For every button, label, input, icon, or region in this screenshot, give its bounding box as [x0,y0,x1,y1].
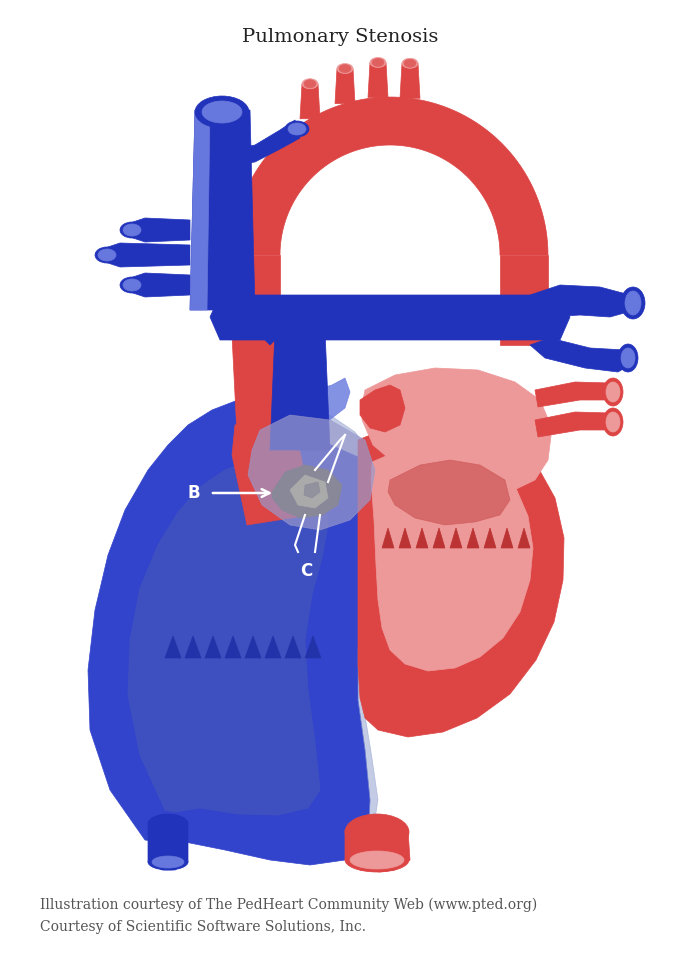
Polygon shape [416,528,428,548]
Ellipse shape [148,854,188,870]
Ellipse shape [606,382,620,402]
Polygon shape [535,382,615,407]
Ellipse shape [302,79,318,89]
Ellipse shape [95,247,119,263]
Ellipse shape [404,60,416,67]
Text: A: A [347,412,360,430]
Polygon shape [304,482,320,498]
Polygon shape [232,97,548,255]
Polygon shape [285,636,301,658]
Polygon shape [305,636,321,658]
Polygon shape [130,273,190,297]
Polygon shape [518,528,530,548]
Polygon shape [501,528,513,548]
Polygon shape [88,398,370,865]
Polygon shape [210,295,570,340]
Text: Pulmonary Stenosis: Pulmonary Stenosis [242,28,438,46]
Polygon shape [305,407,385,858]
Ellipse shape [288,123,306,135]
Polygon shape [272,378,350,442]
Polygon shape [230,120,300,165]
Polygon shape [128,458,328,815]
Polygon shape [232,415,310,525]
Polygon shape [190,110,255,310]
Polygon shape [360,385,405,432]
Polygon shape [500,255,548,345]
Polygon shape [130,218,190,242]
Text: B: B [188,484,200,502]
Ellipse shape [370,58,386,67]
Ellipse shape [98,249,116,261]
Polygon shape [232,255,280,335]
Ellipse shape [618,344,638,372]
Polygon shape [272,465,342,518]
Ellipse shape [345,814,409,850]
Polygon shape [530,338,630,372]
Ellipse shape [372,59,384,66]
Polygon shape [400,64,420,99]
Ellipse shape [148,814,188,834]
Polygon shape [265,636,281,658]
Ellipse shape [304,80,316,88]
Text: C: C [300,562,312,580]
Ellipse shape [402,59,418,68]
Polygon shape [205,636,221,658]
Polygon shape [530,285,635,335]
Ellipse shape [120,277,144,293]
Polygon shape [335,68,355,104]
Ellipse shape [350,851,404,869]
Ellipse shape [285,121,309,137]
Ellipse shape [339,64,351,72]
Polygon shape [433,528,445,548]
Polygon shape [248,415,375,530]
Ellipse shape [123,279,141,291]
Ellipse shape [195,96,249,128]
Polygon shape [245,636,261,658]
Polygon shape [232,335,290,435]
Polygon shape [165,636,181,658]
Polygon shape [220,295,280,345]
Polygon shape [290,475,328,508]
Polygon shape [345,830,410,872]
Ellipse shape [345,848,409,872]
Ellipse shape [621,348,635,368]
Polygon shape [148,822,188,870]
Ellipse shape [603,378,623,406]
Polygon shape [225,636,241,658]
Ellipse shape [337,64,353,73]
Ellipse shape [603,408,623,436]
Ellipse shape [621,287,645,319]
Text: Courtesy of Scientific Software Solutions, Inc.: Courtesy of Scientific Software Solution… [40,920,366,934]
Polygon shape [535,412,615,437]
Ellipse shape [202,101,242,123]
Text: Illustration courtesy of The PedHeart Community Web (www.pted.org): Illustration courtesy of The PedHeart Co… [40,898,537,913]
Polygon shape [399,528,411,548]
Polygon shape [450,528,462,548]
Polygon shape [388,460,510,525]
Polygon shape [190,110,210,310]
Polygon shape [371,444,533,671]
Ellipse shape [625,291,641,315]
Polygon shape [270,330,330,450]
Ellipse shape [152,856,184,868]
Polygon shape [362,368,552,496]
Polygon shape [484,528,496,548]
Polygon shape [358,418,564,737]
Polygon shape [185,636,201,658]
Polygon shape [467,528,479,548]
Polygon shape [300,84,320,119]
Ellipse shape [606,412,620,432]
Polygon shape [382,528,394,548]
Ellipse shape [120,222,144,238]
Polygon shape [105,243,190,267]
Ellipse shape [123,224,141,236]
Polygon shape [368,63,388,98]
